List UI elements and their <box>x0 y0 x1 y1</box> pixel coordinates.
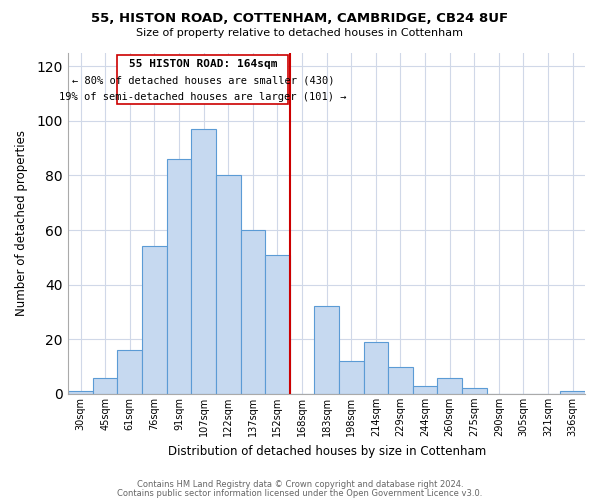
FancyBboxPatch shape <box>118 55 289 104</box>
Bar <box>191 129 216 394</box>
Bar <box>68 391 93 394</box>
Text: Size of property relative to detached houses in Cottenham: Size of property relative to detached ho… <box>137 28 464 38</box>
X-axis label: Distribution of detached houses by size in Cottenham: Distribution of detached houses by size … <box>167 444 486 458</box>
Bar <box>241 230 265 394</box>
Text: Contains public sector information licensed under the Open Government Licence v3: Contains public sector information licen… <box>118 488 482 498</box>
Bar <box>93 378 118 394</box>
Bar <box>364 342 388 394</box>
Bar <box>265 254 290 394</box>
Y-axis label: Number of detached properties: Number of detached properties <box>15 130 28 316</box>
Bar <box>413 386 437 394</box>
Bar <box>437 378 462 394</box>
Bar <box>560 391 585 394</box>
Text: 55, HISTON ROAD, COTTENHAM, CAMBRIDGE, CB24 8UF: 55, HISTON ROAD, COTTENHAM, CAMBRIDGE, C… <box>91 12 509 26</box>
Bar <box>462 388 487 394</box>
Bar <box>339 361 364 394</box>
Bar <box>118 350 142 394</box>
Bar <box>314 306 339 394</box>
Bar <box>167 159 191 394</box>
Text: 19% of semi-detached houses are larger (101) →: 19% of semi-detached houses are larger (… <box>59 92 347 102</box>
Bar <box>142 246 167 394</box>
Text: Contains HM Land Registry data © Crown copyright and database right 2024.: Contains HM Land Registry data © Crown c… <box>137 480 463 489</box>
Text: ← 80% of detached houses are smaller (430): ← 80% of detached houses are smaller (43… <box>72 76 334 86</box>
Bar <box>388 366 413 394</box>
Text: 55 HISTON ROAD: 164sqm: 55 HISTON ROAD: 164sqm <box>129 60 277 70</box>
Bar <box>216 176 241 394</box>
